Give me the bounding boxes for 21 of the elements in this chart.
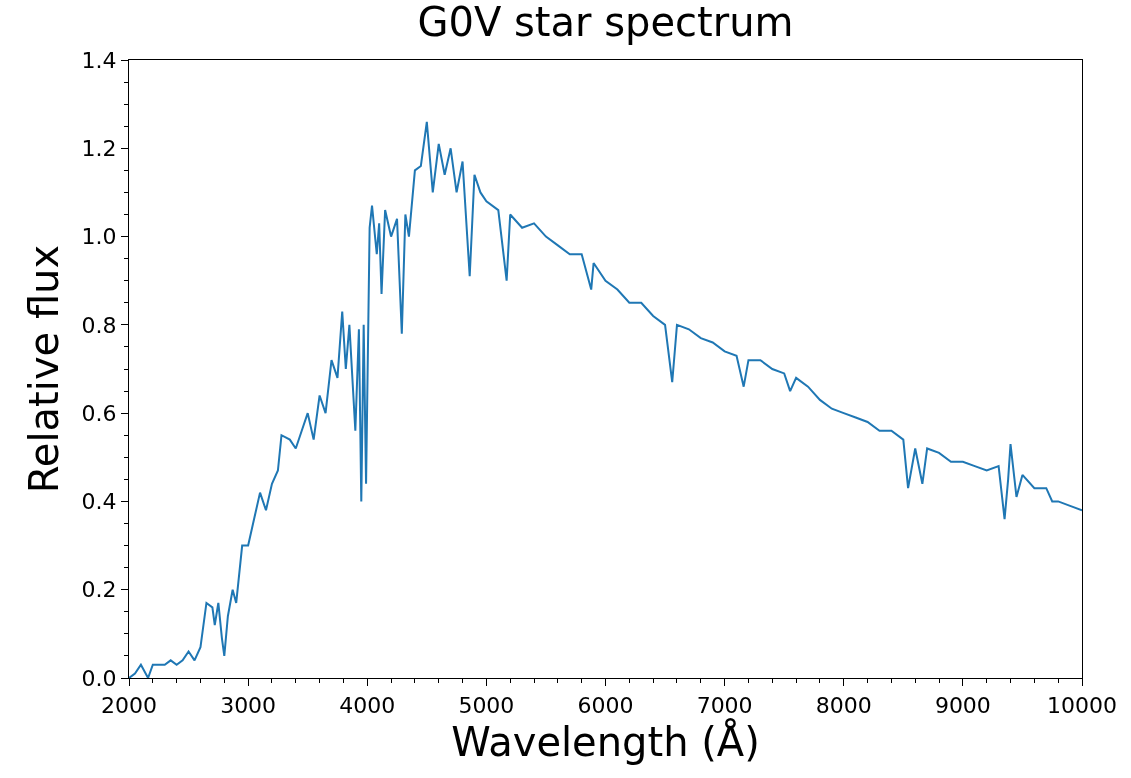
x-tick-label: 5000 — [458, 692, 515, 718]
y-tick-label: 1.0 — [81, 224, 117, 250]
x-tick-label: 6000 — [577, 692, 634, 718]
y-tick-label: 0.2 — [81, 577, 117, 603]
x-tick-label: 4000 — [339, 692, 396, 718]
y-axis-title: Relative flux — [21, 244, 67, 494]
y-tick-label: 0.6 — [81, 400, 117, 426]
x-tick-label: 8000 — [815, 692, 872, 718]
x-axis-title: Wavelength (Å) — [451, 717, 760, 765]
y-tick-label: 1.4 — [81, 47, 117, 73]
x-tick-label: 2000 — [101, 692, 157, 718]
y-tick-label: 0.8 — [81, 312, 117, 338]
x-tick-label: 3000 — [220, 692, 277, 718]
y-tick-label: 0.4 — [81, 489, 117, 515]
x-tick-label: 9000 — [934, 692, 991, 718]
line-series — [129, 120, 1082, 678]
y-tick-label: 0.0 — [81, 665, 117, 691]
y-tick-label: 1.2 — [81, 135, 117, 161]
x-tick-label: 7000 — [696, 692, 753, 718]
x-tick-label: 10000 — [1047, 692, 1117, 718]
chart-title: G0V star spectrum — [417, 0, 794, 45]
